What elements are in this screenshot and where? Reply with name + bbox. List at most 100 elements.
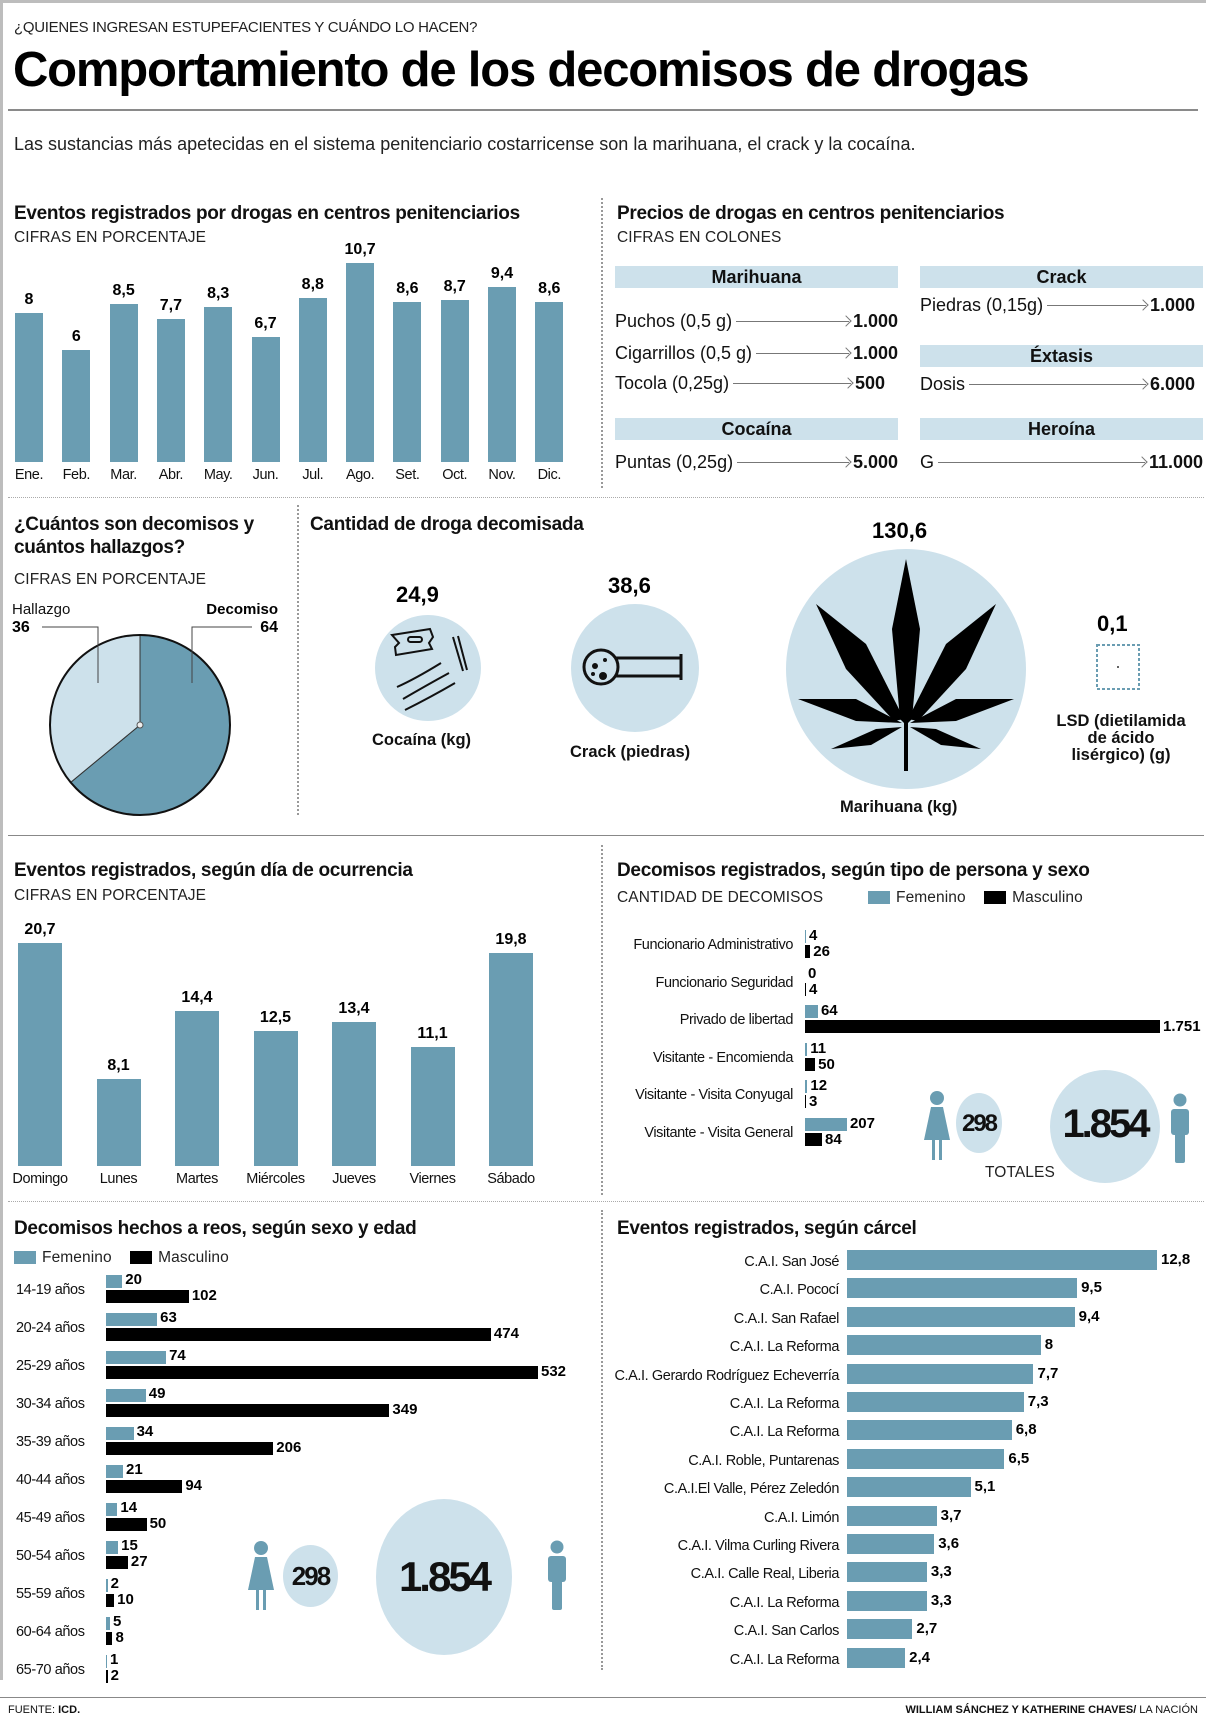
bar-value-label: 3,6 [938, 1535, 960, 1552]
bar-value-label: 14,4 [181, 989, 213, 1007]
price-group-extasis: Éxtasis Dosis 6.000 [920, 345, 1203, 398]
cocaine-icon [390, 627, 468, 711]
bar-value-label: 5,1 [974, 1478, 996, 1496]
bar-masculino [106, 1632, 113, 1645]
bar-value-femenino: 4 [809, 927, 818, 944]
category-label: 35-39 años [16, 1434, 85, 1450]
credit: WILLIAM SÁNCHEZ Y KATHERINE CHAVES/ LA N… [905, 1704, 1198, 1716]
legend-swatch-femenino [14, 1251, 36, 1265]
bar-value-label: 9,4 [1078, 1307, 1100, 1325]
pie-chart-subtitle: CIFRAS EN PORCENTAJE [14, 571, 207, 588]
bar-value-masculino: 1.751 [1163, 1018, 1201, 1035]
bar-value-label: 8,7 [443, 277, 466, 295]
bar-value-label: 13,4 [338, 999, 370, 1017]
bar [488, 286, 516, 462]
female-total: 298 [291, 1561, 331, 1591]
bar-value-label: 6,7 [254, 315, 277, 333]
bar [15, 312, 43, 462]
divider [601, 198, 603, 488]
pie-chart-title: ¿Cuántos son decomisos y cuántos hallazg… [14, 514, 254, 558]
bar [847, 1505, 937, 1526]
bar-masculino [106, 1556, 128, 1569]
seized-title: Cantidad de droga decomisada [310, 514, 584, 535]
male-total: 1.854 [398, 1553, 492, 1600]
footer-rule [0, 1697, 1206, 1698]
price-group-header: Crack [920, 266, 1203, 288]
bar [847, 1619, 913, 1640]
bar-femenino [805, 930, 806, 943]
bar-value-femenino: 207 [849, 1114, 875, 1132]
bar [253, 1031, 298, 1166]
lsd-label-line: lisérgico) (g) [1071, 746, 1171, 764]
female-total: 298 [961, 1110, 998, 1137]
bar [440, 299, 469, 462]
monthly-bar-chart: 8 Ene. 6 Feb. 8,5 Mar. 7,7 Abr. 8,3 May. 6,7 Jun. 8,… [0, 240, 590, 490]
bar-value-femenino: 14 [120, 1499, 138, 1516]
bar-femenino [106, 1427, 134, 1440]
bar-value-femenino: 34 [136, 1423, 154, 1440]
bar-value-femenino: 21 [126, 1461, 143, 1478]
persontype-chart-title: Decomisos registrados, según tipo de per… [617, 860, 1090, 881]
bar-femenino [106, 1389, 146, 1402]
bar-femenino [106, 1503, 118, 1516]
credit-outlet: LA NACIÓN [1136, 1704, 1198, 1716]
pie-value-hallazgo: 36 [12, 619, 30, 636]
arrow-icon [733, 382, 851, 384]
intro-text: Las sustancias más apetecidas en el sist… [14, 134, 916, 154]
price-value: 11.000 [1148, 451, 1203, 472]
bar-value-label: 7,7 [1037, 1364, 1059, 1382]
seized-value-lsd: 0,1 [1097, 611, 1128, 636]
pie-center [136, 721, 144, 729]
category-label: Funcionario Administrativo [633, 937, 793, 953]
bar-value-masculino: 474 [493, 1325, 519, 1342]
bar-masculino [106, 1366, 538, 1379]
cocaine-circle [375, 615, 481, 721]
bar-femenino [805, 1042, 808, 1056]
x-tick-label: Oct. [442, 467, 468, 483]
category-label: Funcionario Seguridad [655, 974, 794, 991]
female-icon [248, 1541, 274, 1610]
bar [847, 1278, 1078, 1299]
x-tick-label: Ene. [14, 467, 44, 483]
bar [847, 1335, 1041, 1356]
category-label: C.A.I. La Reforma [729, 1594, 840, 1611]
category-label: C.A.I. La Reforma [729, 1339, 840, 1356]
persontype-legend: Femenino Masculino [868, 889, 1083, 907]
bar-femenino [106, 1465, 124, 1478]
category-label: C.A.I. Pococí [759, 1282, 840, 1299]
price-group-marihuana: Marihuana Puchos (0,5 g) 1.000 Cigarrillo… [615, 266, 898, 397]
bar-value-label: 6 [71, 328, 81, 346]
price-row: G 11.000 [920, 448, 1203, 476]
legend-label-masculino: Masculino [158, 1249, 229, 1266]
male-icon [548, 1540, 566, 1610]
frame-left-border [0, 0, 3, 1680]
arrow-icon [737, 461, 849, 463]
category-label: C.A.I. Gerardo Rodríguez Echeverría [614, 1367, 839, 1384]
price-row: Cigarrillos (0,5 g) 1.000 [615, 337, 898, 369]
bar-masculino [106, 1328, 491, 1341]
bar-masculino [106, 1518, 147, 1531]
bar-value-label: 10,7 [344, 240, 376, 258]
category-label: 14-19 años [16, 1282, 85, 1298]
x-tick-label: Ago. [345, 467, 375, 483]
price-group-header: Marihuana [615, 266, 898, 288]
bar [847, 1306, 1075, 1327]
category-label: Visitante - Encomienda [652, 1049, 793, 1066]
bar-value-femenino: 2 [110, 1575, 119, 1592]
bar-masculino [106, 1594, 115, 1607]
weekday-bar-chart: 20,7 Domingo 8,1 Lunes 14,4 Martes 12,5 Miércol… [0, 920, 590, 1190]
bar-value-masculino: 532 [541, 1363, 567, 1380]
legend-swatch-masculino [130, 1251, 153, 1265]
x-tick-label: Domingo [12, 1171, 68, 1187]
category-label: 65-70 años [16, 1662, 85, 1678]
cannabis-leaf-icon [798, 559, 1014, 771]
x-tick-label: Abr. [158, 467, 184, 483]
category-label: 30-34 años [16, 1396, 85, 1412]
x-tick-label: Feb. [62, 467, 91, 483]
prison-bar-chart: C.A.I. San José 12,8 C.A.I. Pococí 9,5 C.A.I… [600, 1250, 1206, 1680]
bar-value-masculino: 102 [191, 1287, 217, 1304]
bar-value-masculino: 349 [392, 1401, 418, 1418]
bar-value-label: 6,5 [1008, 1449, 1030, 1467]
bar-femenino [106, 1313, 158, 1326]
source-prefix: FUENTE: [8, 1704, 59, 1716]
